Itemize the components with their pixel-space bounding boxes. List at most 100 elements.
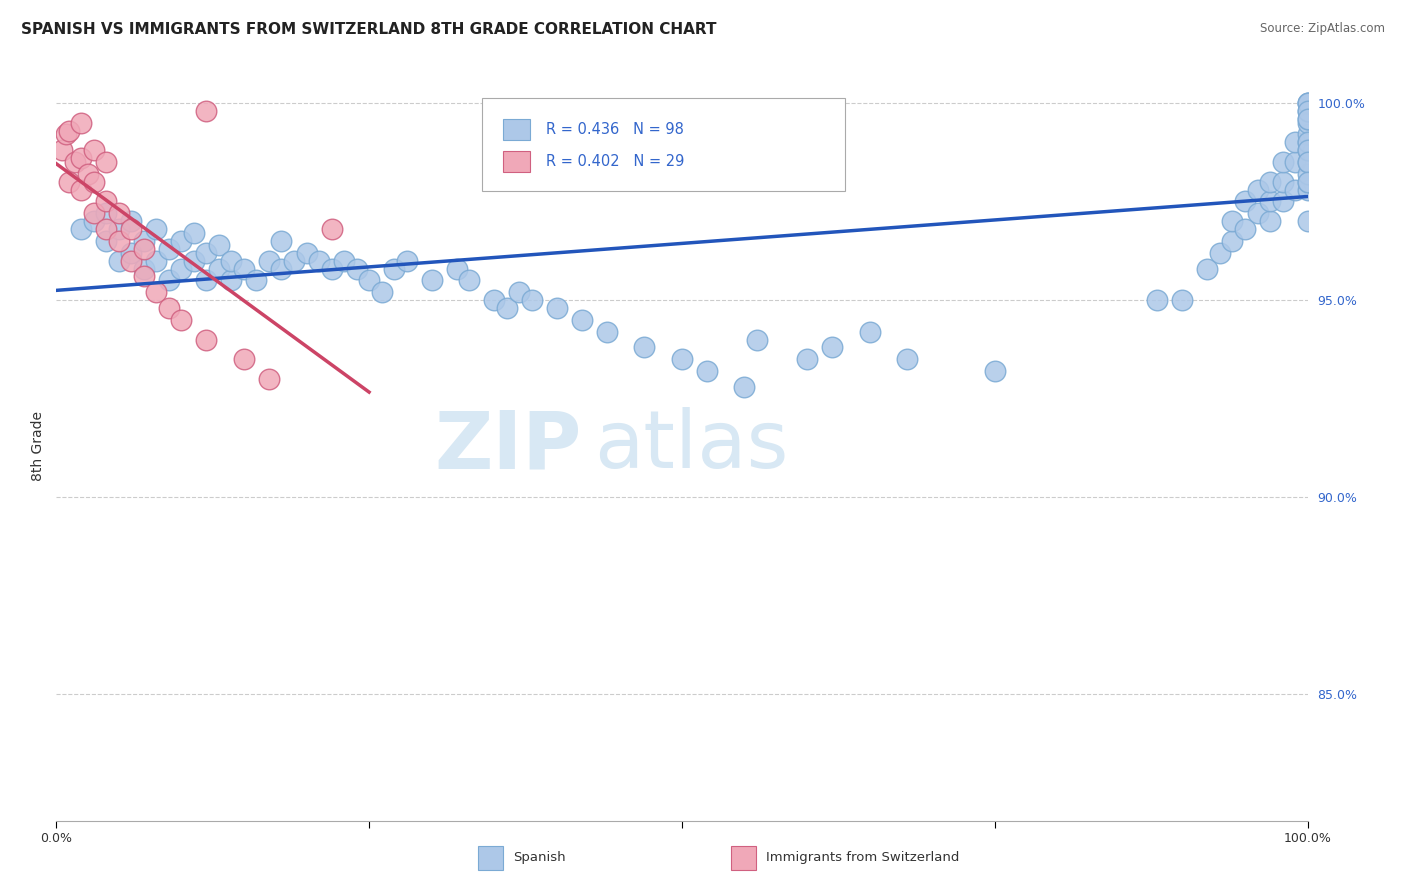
Point (120, 222, 142, 236)
Point (734, 380, 756, 394)
Y-axis label: 8th Grade: 8th Grade (31, 411, 45, 481)
Point (183, 226, 205, 240)
Point (395, 253, 418, 268)
Point (321, 222, 343, 236)
Point (1171, 293, 1194, 307)
Point (120, 253, 142, 268)
Point (896, 352, 918, 367)
Point (1296, 214, 1319, 228)
Point (321, 261, 343, 276)
Text: SPANISH VS IMMIGRANTS FROM SWITZERLAND 8TH GRADE CORRELATION CHART: SPANISH VS IMMIGRANTS FROM SWITZERLAND 8… (21, 22, 717, 37)
Point (1246, 206, 1268, 220)
Point (132, 234, 155, 248)
Point (233, 261, 256, 276)
Point (63, 155, 86, 169)
Point (1296, 95, 1319, 110)
Point (76, 167, 98, 181)
Point (1222, 214, 1244, 228)
Point (796, 352, 818, 367)
Point (195, 333, 218, 347)
Point (208, 261, 231, 276)
Point (70, 183, 93, 197)
Point (984, 364, 1007, 378)
Point (1296, 155, 1319, 169)
Point (132, 269, 155, 284)
Point (1258, 194, 1281, 209)
Point (1146, 293, 1168, 307)
Point (671, 352, 693, 367)
Point (96, 206, 118, 220)
Point (420, 273, 443, 287)
Point (295, 245, 318, 260)
Point (70, 115, 93, 129)
Point (359, 273, 381, 287)
Point (1296, 112, 1319, 126)
Point (208, 238, 231, 252)
FancyBboxPatch shape (482, 97, 845, 191)
Point (70, 222, 93, 236)
Text: R = 0.402   N = 29: R = 0.402 N = 29 (546, 153, 683, 169)
Point (145, 285, 167, 300)
Point (484, 293, 506, 307)
Point (858, 325, 880, 339)
Point (1209, 245, 1232, 260)
Point (108, 234, 131, 248)
Point (257, 253, 280, 268)
Point (1258, 214, 1281, 228)
Point (1296, 175, 1319, 189)
Point (96, 194, 118, 209)
Point (170, 313, 193, 327)
Point (370, 285, 392, 300)
FancyBboxPatch shape (503, 120, 530, 140)
Point (108, 206, 131, 220)
Point (283, 253, 305, 268)
Point (108, 253, 131, 268)
Point (157, 301, 180, 315)
Point (382, 261, 405, 276)
Point (696, 364, 718, 378)
Point (1296, 95, 1319, 110)
Point (1296, 112, 1319, 126)
Point (1296, 103, 1319, 118)
Point (571, 313, 593, 327)
Point (1296, 95, 1319, 110)
Point (1296, 143, 1319, 157)
Point (55, 128, 77, 142)
Point (108, 222, 131, 236)
Point (1296, 167, 1319, 181)
Point (58, 175, 80, 189)
Point (1296, 155, 1319, 169)
Point (458, 273, 481, 287)
Point (1296, 143, 1319, 157)
Point (157, 273, 180, 287)
Point (270, 261, 292, 276)
Point (633, 340, 655, 354)
Point (183, 253, 205, 268)
Text: ZIP: ZIP (434, 407, 582, 485)
Point (1271, 175, 1294, 189)
Point (446, 261, 468, 276)
Point (170, 234, 193, 248)
Point (1271, 194, 1294, 209)
Point (1246, 183, 1268, 197)
Point (821, 340, 844, 354)
Point (1284, 183, 1306, 197)
FancyBboxPatch shape (503, 151, 530, 172)
Point (145, 253, 167, 268)
Point (195, 245, 218, 260)
Point (1296, 175, 1319, 189)
Point (1284, 136, 1306, 150)
Point (132, 261, 155, 276)
Point (170, 261, 193, 276)
Point (270, 234, 292, 248)
Point (257, 372, 280, 386)
Text: Source: ZipAtlas.com: Source: ZipAtlas.com (1260, 22, 1385, 36)
Point (546, 301, 568, 315)
Point (51, 143, 73, 157)
Point (145, 222, 167, 236)
Point (346, 261, 368, 276)
Point (1222, 234, 1244, 248)
Point (1296, 183, 1319, 197)
Point (120, 214, 142, 228)
Text: Immigrants from Switzerland: Immigrants from Switzerland (766, 851, 960, 864)
